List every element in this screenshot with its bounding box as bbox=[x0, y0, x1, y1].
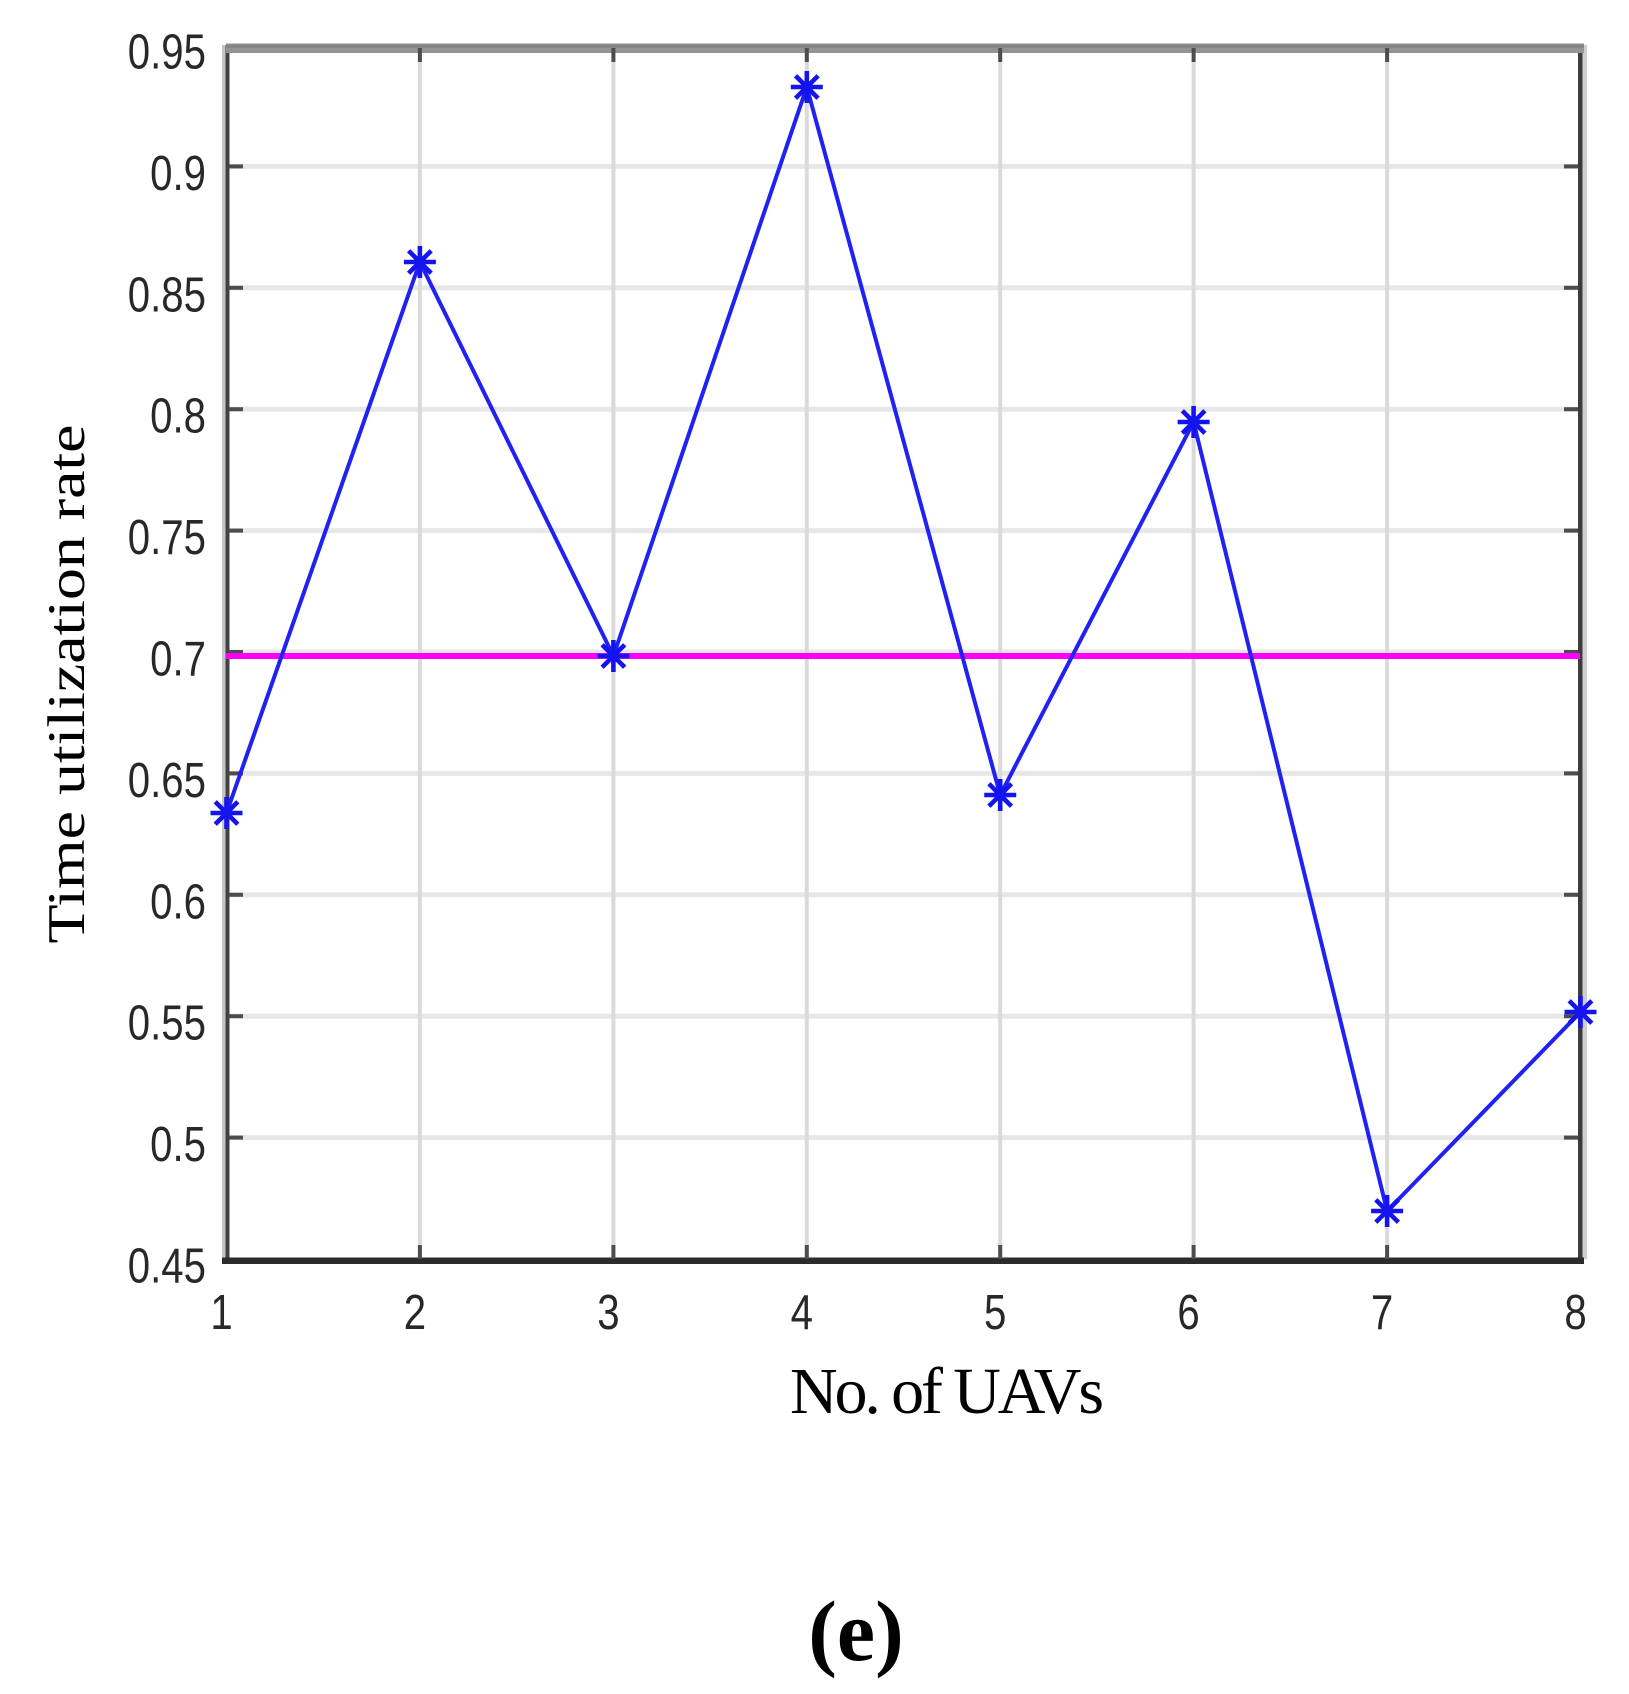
svg-text:(e): (e) bbox=[808, 1583, 903, 1679]
svg-text:0.75: 0.75 bbox=[128, 510, 206, 565]
svg-text:0.85: 0.85 bbox=[128, 268, 206, 323]
svg-text:0.8: 0.8 bbox=[150, 389, 206, 444]
svg-text:0.95: 0.95 bbox=[128, 25, 206, 80]
svg-text:No. of UAVs: No. of UAVs bbox=[790, 1355, 1104, 1428]
svg-text:0.6: 0.6 bbox=[150, 875, 206, 930]
svg-text:0.55: 0.55 bbox=[128, 996, 206, 1051]
svg-text:7: 7 bbox=[1371, 1285, 1393, 1340]
svg-text:0.9: 0.9 bbox=[150, 146, 206, 201]
svg-text:6: 6 bbox=[1177, 1285, 1199, 1340]
svg-text:8: 8 bbox=[1564, 1285, 1586, 1340]
svg-text:3: 3 bbox=[597, 1285, 619, 1340]
svg-text:0.5: 0.5 bbox=[150, 1117, 206, 1172]
svg-text:5: 5 bbox=[984, 1285, 1006, 1340]
svg-text:0.65: 0.65 bbox=[128, 753, 206, 808]
svg-text:2: 2 bbox=[404, 1285, 426, 1340]
svg-text:0.7: 0.7 bbox=[150, 632, 206, 687]
svg-text:1: 1 bbox=[210, 1285, 232, 1340]
svg-text:Time utilization rate: Time utilization rate bbox=[37, 424, 96, 943]
svg-text:4: 4 bbox=[791, 1285, 813, 1340]
svg-text:0.45: 0.45 bbox=[128, 1239, 206, 1294]
